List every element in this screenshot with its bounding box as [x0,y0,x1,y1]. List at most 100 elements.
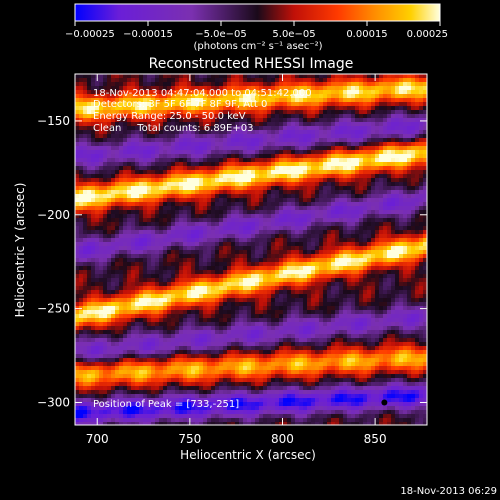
heatmap-cell [231,130,235,134]
heatmap-cell [335,238,339,242]
heatmap-cell [83,270,87,274]
heatmap-cell [327,206,331,210]
heatmap-cell [139,110,143,114]
heatmap-cell [203,254,207,258]
heatmap-cell [323,198,327,202]
heatmap-cell [359,274,363,278]
heatmap-cell [315,118,319,122]
heatmap-cell [175,110,179,114]
heatmap-cell [327,90,331,94]
heatmap-cell [315,110,319,114]
heatmap-cell [91,74,95,78]
heatmap-cell [259,142,263,146]
heatmap-cell [347,266,351,270]
heatmap-cell [135,230,139,234]
heatmap-cell [163,82,167,86]
heatmap-cell [251,94,255,98]
heatmap-cell [403,174,407,178]
heatmap-cell [183,274,187,278]
heatmap-cell [267,118,271,122]
heatmap-cell [239,98,243,102]
heatmap-cell [287,246,291,250]
heatmap-cell [87,158,91,162]
heatmap-cell [291,222,295,226]
heatmap-cell [423,166,427,170]
heatmap-cell [207,122,211,126]
heatmap-cell [75,98,79,102]
heatmap-cell [155,174,159,178]
heatmap-cell [339,262,343,266]
heatmap-cell [143,170,147,174]
heatmap-cell [343,94,347,98]
heatmap-cell [155,234,159,238]
heatmap-cell [295,74,299,78]
heatmap-cell [99,94,103,98]
heatmap-cell [191,274,195,278]
heatmap-cell [143,106,147,110]
heatmap-cell [159,138,163,142]
heatmap-cell [111,194,115,198]
heatmap-cell [167,254,171,258]
heatmap-cell [423,94,427,98]
heatmap-cell [99,250,103,254]
heatmap-cell [227,274,231,278]
heatmap-cell [295,158,299,162]
heatmap-cell [283,118,287,122]
heatmap-cell [79,122,83,126]
heatmap-cell [327,238,331,242]
heatmap-cell [311,122,315,126]
heatmap-cell [343,278,347,282]
heatmap-cell [115,150,119,154]
heatmap-cell [339,178,343,182]
heatmap-cell [403,202,407,206]
heatmap-cell [219,278,223,282]
heatmap-cell [283,226,287,230]
heatmap-cell [419,262,423,266]
heatmap-cell [215,170,219,174]
heatmap-cell [295,146,299,150]
heatmap-cell [335,246,339,250]
heatmap-cell [275,130,279,134]
heatmap-cell [115,254,119,258]
heatmap-cell [367,94,371,98]
heatmap-cell [167,74,171,78]
heatmap-cell [407,210,411,214]
heatmap-cell [171,98,175,102]
heatmap-cell [395,166,399,170]
heatmap-cell [199,170,203,174]
heatmap-cell [223,142,227,146]
heatmap-cell [83,82,87,86]
heatmap-cell [119,154,123,158]
heatmap-cell [219,218,223,222]
heatmap-cell [207,246,211,250]
heatmap-cell [379,262,383,266]
heatmap-cell [423,110,427,114]
heatmap-cell [399,242,403,246]
heatmap-cell [91,186,95,190]
heatmap-cell [107,206,111,210]
heatmap-cell [95,94,99,98]
heatmap-cell [263,262,267,266]
heatmap-cell [243,246,247,250]
heatmap-cell [79,146,83,150]
heatmap-cell [267,122,271,126]
heatmap-cell [339,138,343,142]
heatmap-cell [135,90,139,94]
heatmap-cell [211,182,215,186]
heatmap-cell [215,178,219,182]
heatmap-cell [259,210,263,214]
heatmap-cell [75,270,79,274]
heatmap-cell [99,190,103,194]
heatmap-cell [83,218,87,222]
heatmap-cell [119,102,123,106]
heatmap-cell [375,190,379,194]
heatmap-cell [231,142,235,146]
heatmap-cell [99,82,103,86]
heatmap-cell [111,134,115,138]
heatmap-cell [419,278,423,282]
heatmap-cell [119,182,123,186]
heatmap-cell [83,142,87,146]
heatmap-cell [335,166,339,170]
heatmap-cell [315,254,319,258]
heatmap-cell [315,202,319,206]
